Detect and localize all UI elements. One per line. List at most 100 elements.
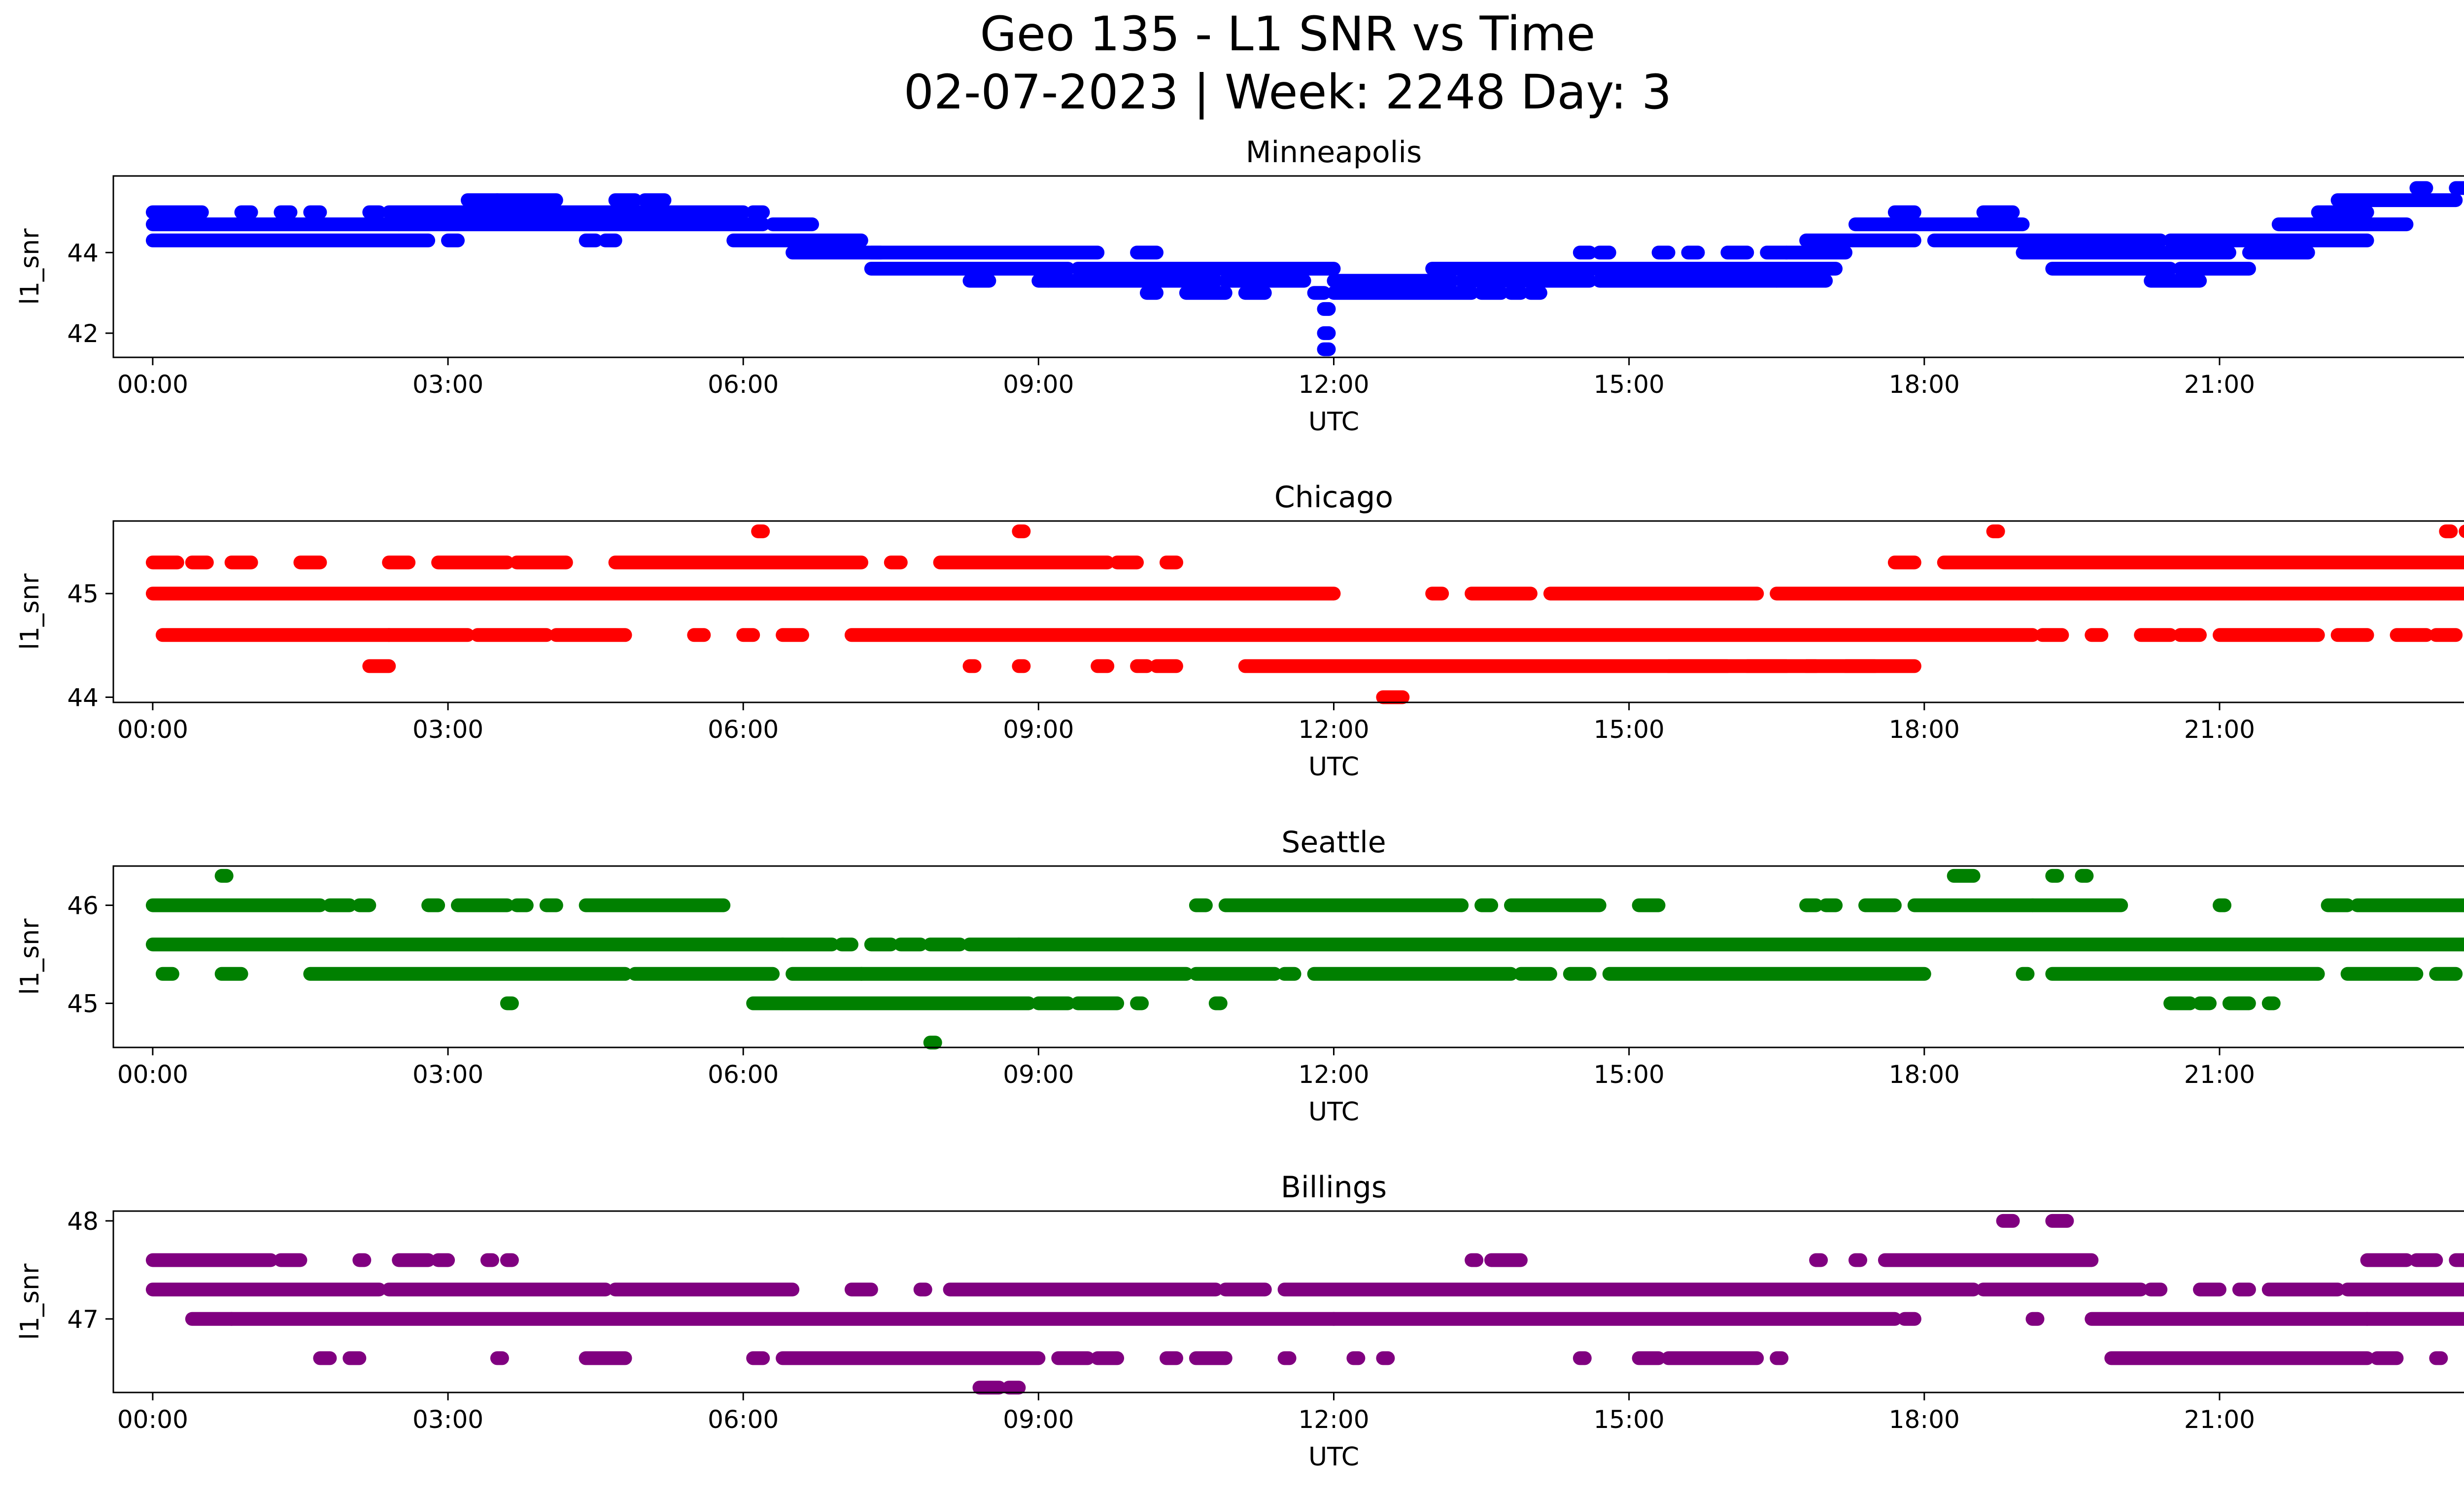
x-tick-label: 18:00 [1889,370,1960,399]
data-point-run [382,556,416,570]
data-point-run [1573,245,1597,260]
data-point-run [1661,1351,1764,1365]
data-point-run [1720,245,1754,260]
data-point-run [2035,628,2069,642]
data-point-run [608,193,642,208]
data-point-run [2449,181,2464,195]
data-point-run [579,233,603,247]
x-tick-label: 09:00 [1003,1060,1074,1089]
series-points [145,181,2464,356]
data-point-run [776,628,809,642]
data-point-run [1307,967,1518,981]
data-point-run [766,217,819,232]
data-point-run [1041,274,1223,288]
panels: Minneapolis 00:00 03:00 06:00 09:00 12:00 15:0… [15,135,2464,1472]
panel-title: Seattle [1281,825,1386,860]
data-point-run [1238,286,1272,300]
data-point-run [628,967,780,981]
data-point-run [2173,262,2256,276]
data-point-run [549,628,632,642]
x-tick-label: 12:00 [1298,715,1369,744]
data-point-run [962,659,982,673]
data-point-run [1189,967,1282,981]
data-point-run [2163,233,2374,247]
data-point-run [1504,286,1528,300]
data-point-run [1799,898,1823,912]
data-point-run [2232,1283,2256,1297]
data-point-run [1474,286,1508,300]
data-point-run [1927,233,2168,247]
data-point-run [2045,967,2325,981]
series-points [145,869,2464,1050]
data-point-run [431,556,514,570]
x-tick-label: 18:00 [1889,1405,1960,1434]
data-point-run [510,556,573,570]
data-point-run [145,898,327,912]
data-point-run [1002,1381,1026,1395]
data-point-run [1465,1253,1484,1267]
x-tick-label: 12:00 [1298,1060,1369,1089]
y-tick-label: 45 [67,989,99,1018]
data-point-run [1218,1283,1272,1297]
data-point-run [746,205,770,219]
data-point-run [1780,245,1852,260]
data-point-run [864,262,1075,276]
figure-title-line2: 02-07-2023 | Week: 2248 Day: 3 [904,65,1672,120]
y-tick-label: 44 [67,239,99,267]
panel-billings: Billings 00:00 03:00 06:00 09:00 12:00 15:00 18… [15,1170,2464,1472]
x-axis-label: UTC [1308,1097,1359,1127]
data-point-run [1514,967,1557,981]
data-point-run [431,1253,455,1267]
x-tick-label: 21:00 [2184,1405,2255,1434]
x-tick-label: 03:00 [412,370,483,399]
data-point-run [392,1253,436,1267]
data-point-run [1218,274,1311,288]
data-point-run [1130,996,1149,1010]
data-point-run [1897,1312,1921,1326]
data-point-run [1996,1214,2020,1228]
data-point-run [2193,996,2217,1010]
data-point-run [2213,898,2231,912]
data-point-run [2193,1283,2226,1297]
data-point-run [2173,628,2207,642]
data-point-run [2439,524,2458,538]
data-point-run [2370,1351,2404,1365]
data-point-run [2085,1312,2374,1326]
data-point-run [1012,524,1031,538]
x-tick-label: 18:00 [1889,715,1960,744]
data-point-run [2459,524,2464,538]
data-point-run [441,233,465,247]
data-point-run [1484,1253,1528,1267]
data-point-run [382,205,751,219]
data-point-run [2016,245,2236,260]
panel-minneapolis: Minneapolis 00:00 03:00 06:00 09:00 12:00 15:0… [15,135,2464,437]
data-point-run [746,1351,770,1365]
data-point-run [933,556,1115,570]
data-point-run [1150,659,1183,673]
x-tick-label: 06:00 [708,1405,779,1434]
data-point-run [1277,967,1301,981]
data-point-run [608,556,868,570]
data-point-run [500,996,519,1010]
x-tick-label: 15:00 [1594,715,1665,744]
data-point-run [1770,587,2464,601]
x-tick-label: 21:00 [2184,715,2255,744]
data-point-run [864,245,1105,260]
data-point-run [2429,967,2463,981]
data-point-run [687,628,711,642]
data-point-run [224,1312,1341,1326]
data-point-run [155,967,179,981]
data-point-run [382,1283,613,1297]
data-point-run [2330,193,2463,208]
data-point-run [313,1351,337,1365]
data-point-run [490,1351,509,1365]
data-point-run [579,898,731,912]
data-point-run [2350,898,2464,912]
data-point-run [776,938,839,952]
data-point-run [962,938,1026,952]
data-point-run [1573,1351,1592,1365]
data-point-run [342,1351,367,1365]
data-point-run [145,205,209,219]
data-point-run [2213,628,2325,642]
data-point-run [2360,1312,2464,1326]
